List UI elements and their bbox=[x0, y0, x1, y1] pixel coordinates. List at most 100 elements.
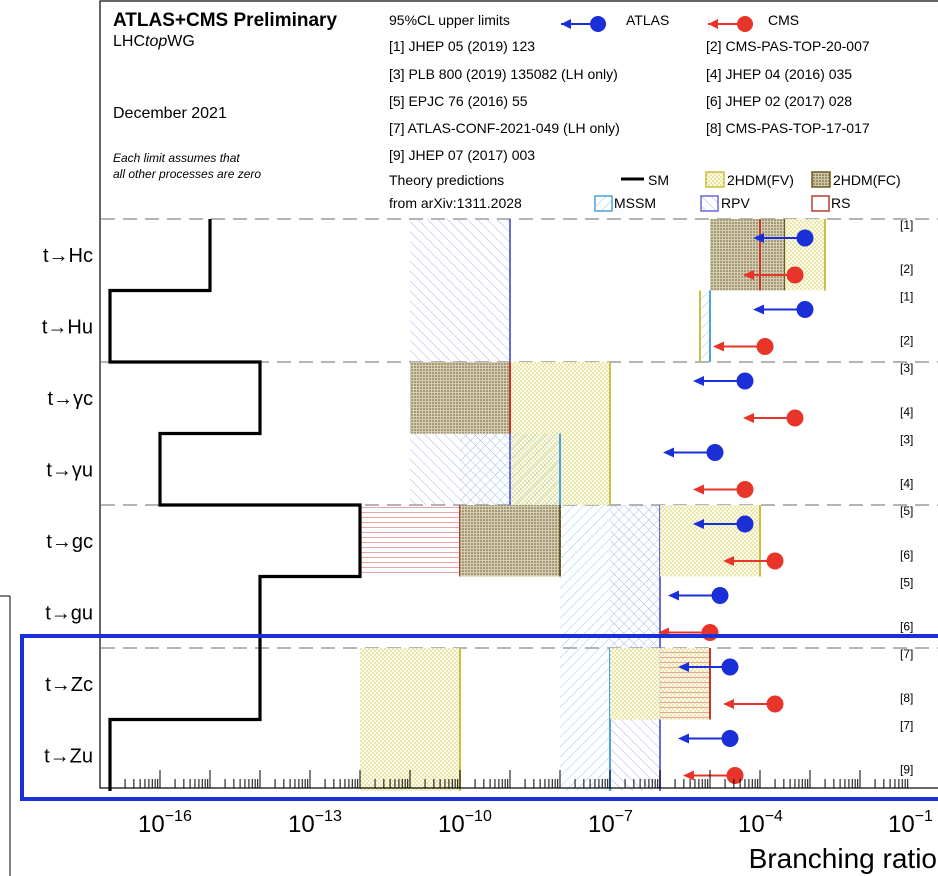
theory-band-rs bbox=[660, 648, 710, 720]
svg-text:2HDM(FV): 2HDM(FV) bbox=[727, 172, 794, 188]
theory-band-fc bbox=[710, 219, 785, 291]
row-label: t→gc bbox=[46, 531, 93, 553]
limit-reference-label: [1] bbox=[900, 218, 913, 232]
cms-limit-marker bbox=[743, 266, 804, 284]
cl-label: 95%CL upper limits bbox=[389, 12, 510, 28]
theory-bands-layer bbox=[101, 218, 938, 791]
limit-reference-label: [3] bbox=[900, 361, 913, 375]
theory-band-fc bbox=[410, 362, 510, 434]
reference-9: [9] JHEP 07 (2017) 003 bbox=[389, 147, 535, 163]
x-axis-title: Branching ratio bbox=[749, 843, 937, 874]
reference-3: [3] PLB 800 (2019) 135082 (LH only) bbox=[389, 66, 618, 82]
legend-2hdm-fv: 2HDM(FV) bbox=[705, 171, 794, 188]
atlas-legend-marker bbox=[561, 16, 606, 32]
reference-6: [6] JHEP 02 (2017) 028 bbox=[706, 93, 852, 109]
plot-frame bbox=[99, 0, 938, 789]
cms-limit-marker bbox=[723, 552, 784, 570]
assumption-note-2: all other processes are zero bbox=[113, 167, 261, 181]
cms-limit-marker bbox=[658, 624, 719, 641]
svg-text:MSSM: MSSM bbox=[614, 195, 656, 211]
theory-label-2: from arXiv:1311.2028 bbox=[389, 195, 522, 211]
limit-reference-label: [9] bbox=[900, 763, 913, 777]
cms-limit-marker bbox=[743, 409, 804, 427]
limit-reference-label: [7] bbox=[900, 647, 913, 661]
limit-reference-label: [5] bbox=[900, 576, 913, 590]
svg-text:RS: RS bbox=[831, 195, 850, 211]
reference-7: [7] ATLAS-CONF-2021-049 (LH only) bbox=[389, 120, 620, 136]
cms-limit-marker bbox=[713, 338, 774, 355]
limit-reference-label: [2] bbox=[900, 262, 913, 276]
cms-limit-marker bbox=[683, 767, 744, 784]
atlas-legend-label: ATLAS bbox=[626, 12, 669, 28]
legend-mssm: MSSM bbox=[594, 195, 656, 212]
atlas-limit-marker bbox=[668, 587, 729, 604]
x-tick-label: 10−4 bbox=[738, 808, 783, 838]
limit-reference-label: [6] bbox=[900, 548, 913, 562]
theory-band-rpv bbox=[410, 219, 510, 362]
row-label: t→Zu bbox=[44, 745, 93, 767]
x-axis: 10−16 10−13 10−10 10−7 10−4 10−1 Branching rat… bbox=[109, 770, 937, 874]
theory-label-1: Theory predictions bbox=[389, 172, 504, 188]
theory-band-rs bbox=[360, 505, 460, 577]
limit-reference-label: [4] bbox=[900, 405, 913, 419]
atlas-limit-marker bbox=[693, 515, 754, 533]
row-label: t→γc bbox=[47, 388, 93, 410]
svg-text:SM: SM bbox=[648, 172, 669, 188]
legend-sm: SM bbox=[621, 172, 669, 188]
theory-band-fc bbox=[460, 505, 560, 577]
row-label: t→Hc bbox=[43, 245, 93, 267]
limit-reference-label: [4] bbox=[900, 477, 913, 491]
atlas-limit-marker bbox=[753, 229, 814, 247]
cms-legend-label: CMS bbox=[768, 12, 799, 28]
cms-legend-marker bbox=[708, 16, 753, 32]
reference-1: [1] JHEP 05 (2019) 123 bbox=[389, 38, 535, 54]
legend-2hdm-fc: 2HDM(FC) bbox=[811, 171, 901, 188]
assumption-note-1: Each limit assumes that bbox=[113, 151, 240, 165]
z-channel-highlight-box bbox=[20, 634, 938, 801]
limit-reference-label: [6] bbox=[900, 620, 913, 634]
sm-prediction-layer bbox=[108, 219, 362, 791]
atlas-limit-marker bbox=[678, 658, 739, 676]
header-panel: ATLAS+CMS Preliminary LHCtopWG December … bbox=[113, 10, 901, 212]
x-tick-label: 10−1 bbox=[888, 808, 933, 838]
theory-band-mssm bbox=[560, 648, 610, 791]
theory-band-mssm bbox=[460, 433, 560, 505]
reference-4: [4] JHEP 04 (2016) 035 bbox=[706, 66, 852, 82]
group-label: LHCtopWG bbox=[113, 33, 195, 50]
date-label: December 2021 bbox=[113, 105, 227, 122]
atlas-limit-marker bbox=[678, 730, 739, 747]
row-label: t→γu bbox=[46, 459, 93, 481]
x-tick-label: 10−16 bbox=[138, 808, 192, 838]
svg-text:RPV: RPV bbox=[721, 195, 750, 211]
atlas-limit-marker bbox=[693, 372, 754, 390]
x-tick-label: 10−7 bbox=[588, 808, 633, 838]
svg-text:2HDM(FC): 2HDM(FC) bbox=[833, 172, 901, 188]
limit-reference-label: [3] bbox=[900, 433, 913, 447]
reference-5: [5] EPJC 76 (2016) 55 bbox=[389, 93, 528, 109]
atlas-limit-marker bbox=[663, 444, 724, 461]
theory-band-fv bbox=[360, 648, 460, 791]
legend-rpv: RPV bbox=[700, 195, 750, 212]
reference-2: [2] CMS-PAS-TOP-20-007 bbox=[706, 38, 870, 54]
limit-reference-label: [2] bbox=[900, 334, 913, 348]
row-label: t→gu bbox=[45, 602, 93, 624]
theory-band-mssm bbox=[700, 290, 710, 362]
limit-reference-label: [5] bbox=[900, 504, 913, 518]
reference-8: [8] CMS-PAS-TOP-17-017 bbox=[706, 120, 870, 136]
x-tick-label: 10−13 bbox=[288, 808, 342, 838]
theory-band-rpv bbox=[610, 505, 660, 648]
row-label: t→Hu bbox=[42, 316, 93, 338]
cms-limit-marker bbox=[693, 481, 754, 498]
limit-reference-label: [7] bbox=[900, 719, 913, 733]
cms-limit-marker bbox=[723, 695, 784, 713]
limit-reference-label: [8] bbox=[900, 691, 913, 705]
legend-rs: RS bbox=[811, 195, 850, 212]
limit-reference-label: [1] bbox=[900, 290, 913, 304]
atlas-limit-marker bbox=[753, 301, 814, 318]
x-tick-label: 10−10 bbox=[438, 808, 492, 838]
sm-prediction-line bbox=[108, 219, 362, 791]
row-label: t→Zc bbox=[45, 674, 93, 696]
experiment-title: ATLAS+CMS Preliminary bbox=[113, 10, 337, 31]
row-labels: t→Hc t→Hu t→γc t→γu t→gc t→gu t→Zc t→Zu bbox=[42, 245, 93, 768]
